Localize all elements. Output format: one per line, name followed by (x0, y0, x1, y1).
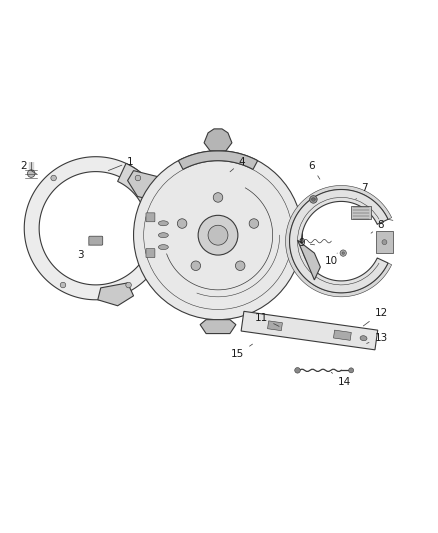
Polygon shape (351, 206, 371, 219)
Ellipse shape (159, 221, 168, 226)
Polygon shape (376, 231, 393, 253)
Polygon shape (204, 129, 232, 151)
Circle shape (310, 196, 317, 203)
Polygon shape (297, 240, 320, 280)
FancyBboxPatch shape (89, 236, 103, 245)
Polygon shape (268, 321, 283, 330)
Text: 7: 7 (356, 183, 367, 199)
Circle shape (135, 175, 141, 181)
Text: 11: 11 (255, 313, 279, 326)
Circle shape (342, 252, 344, 254)
Polygon shape (290, 190, 388, 293)
Text: 14: 14 (331, 373, 351, 387)
Polygon shape (286, 185, 392, 297)
Circle shape (51, 175, 57, 181)
Text: 1: 1 (108, 157, 134, 171)
Text: 10: 10 (325, 253, 338, 266)
Circle shape (198, 215, 238, 255)
Ellipse shape (159, 245, 168, 249)
Circle shape (249, 219, 259, 228)
Text: 8: 8 (371, 220, 384, 233)
Ellipse shape (159, 233, 168, 238)
Circle shape (126, 282, 131, 288)
Text: 9: 9 (298, 238, 314, 248)
Circle shape (311, 198, 315, 201)
Ellipse shape (360, 336, 367, 341)
Text: 4: 4 (230, 157, 245, 172)
Circle shape (28, 170, 35, 177)
Polygon shape (24, 157, 151, 300)
Polygon shape (333, 330, 351, 341)
Polygon shape (127, 171, 163, 200)
Circle shape (134, 151, 303, 320)
Text: 2: 2 (20, 160, 37, 174)
Circle shape (236, 261, 245, 271)
Text: 12: 12 (363, 308, 388, 326)
Text: 6: 6 (308, 160, 320, 179)
FancyBboxPatch shape (146, 213, 155, 222)
Polygon shape (118, 164, 158, 203)
Polygon shape (98, 283, 134, 306)
Circle shape (349, 368, 353, 373)
Polygon shape (241, 311, 378, 350)
Text: 15: 15 (231, 344, 252, 359)
Circle shape (340, 250, 346, 256)
Polygon shape (200, 320, 236, 334)
Circle shape (295, 368, 300, 373)
FancyBboxPatch shape (146, 248, 155, 257)
Circle shape (60, 282, 66, 288)
Circle shape (382, 240, 387, 245)
Text: 3: 3 (78, 245, 89, 260)
Circle shape (213, 192, 223, 202)
Circle shape (208, 225, 228, 245)
Circle shape (177, 219, 187, 228)
Text: 13: 13 (367, 333, 388, 343)
Polygon shape (178, 151, 258, 169)
Circle shape (191, 261, 201, 271)
